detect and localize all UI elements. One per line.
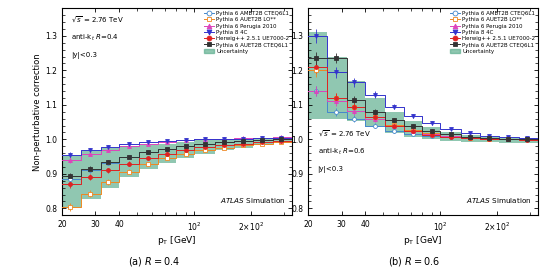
Text: |y|<0.3: |y|<0.3 xyxy=(318,166,344,172)
Text: (a) $R = 0.4$: (a) $R = 0.4$ xyxy=(128,256,180,269)
Y-axis label: Non-perturbative correction: Non-perturbative correction xyxy=(34,53,42,171)
Text: $\mathit{ATLAS}$ Simulation: $\mathit{ATLAS}$ Simulation xyxy=(220,196,285,205)
Text: (b) $R = 0.6$: (b) $R = 0.6$ xyxy=(388,256,440,269)
Text: anti-k$_t$ $R$=0.4: anti-k$_t$ $R$=0.4 xyxy=(71,33,119,43)
Legend: Pythia 6 AMBT2B CTEQ6L1, Pythia 6 AUET2B LO**, Pythia 6 Perugia 2010, Pythia 8 4: Pythia 6 AMBT2B CTEQ6L1, Pythia 6 AUET2B… xyxy=(449,10,537,55)
Text: |y|<0.3: |y|<0.3 xyxy=(71,52,97,59)
Legend: Pythia 6 AMBT2B CTEQ6L1, Pythia 6 AUET2B LO**, Pythia 6 Perugia 2010, Pythia 8 4: Pythia 6 AMBT2B CTEQ6L1, Pythia 6 AUET2B… xyxy=(203,10,291,55)
Text: $\sqrt{s}$ = 2.76 TeV: $\sqrt{s}$ = 2.76 TeV xyxy=(318,128,370,138)
X-axis label: p$_\mathrm{T}$ [GeV]: p$_\mathrm{T}$ [GeV] xyxy=(157,234,197,247)
Text: $\sqrt{s}$ = 2.76 TeV: $\sqrt{s}$ = 2.76 TeV xyxy=(71,15,124,25)
X-axis label: p$_\mathrm{T}$ [GeV]: p$_\mathrm{T}$ [GeV] xyxy=(404,234,443,247)
Text: anti-k$_t$ $R$=0.6: anti-k$_t$ $R$=0.6 xyxy=(318,147,365,157)
Text: $\mathit{ATLAS}$ Simulation: $\mathit{ATLAS}$ Simulation xyxy=(466,196,531,205)
